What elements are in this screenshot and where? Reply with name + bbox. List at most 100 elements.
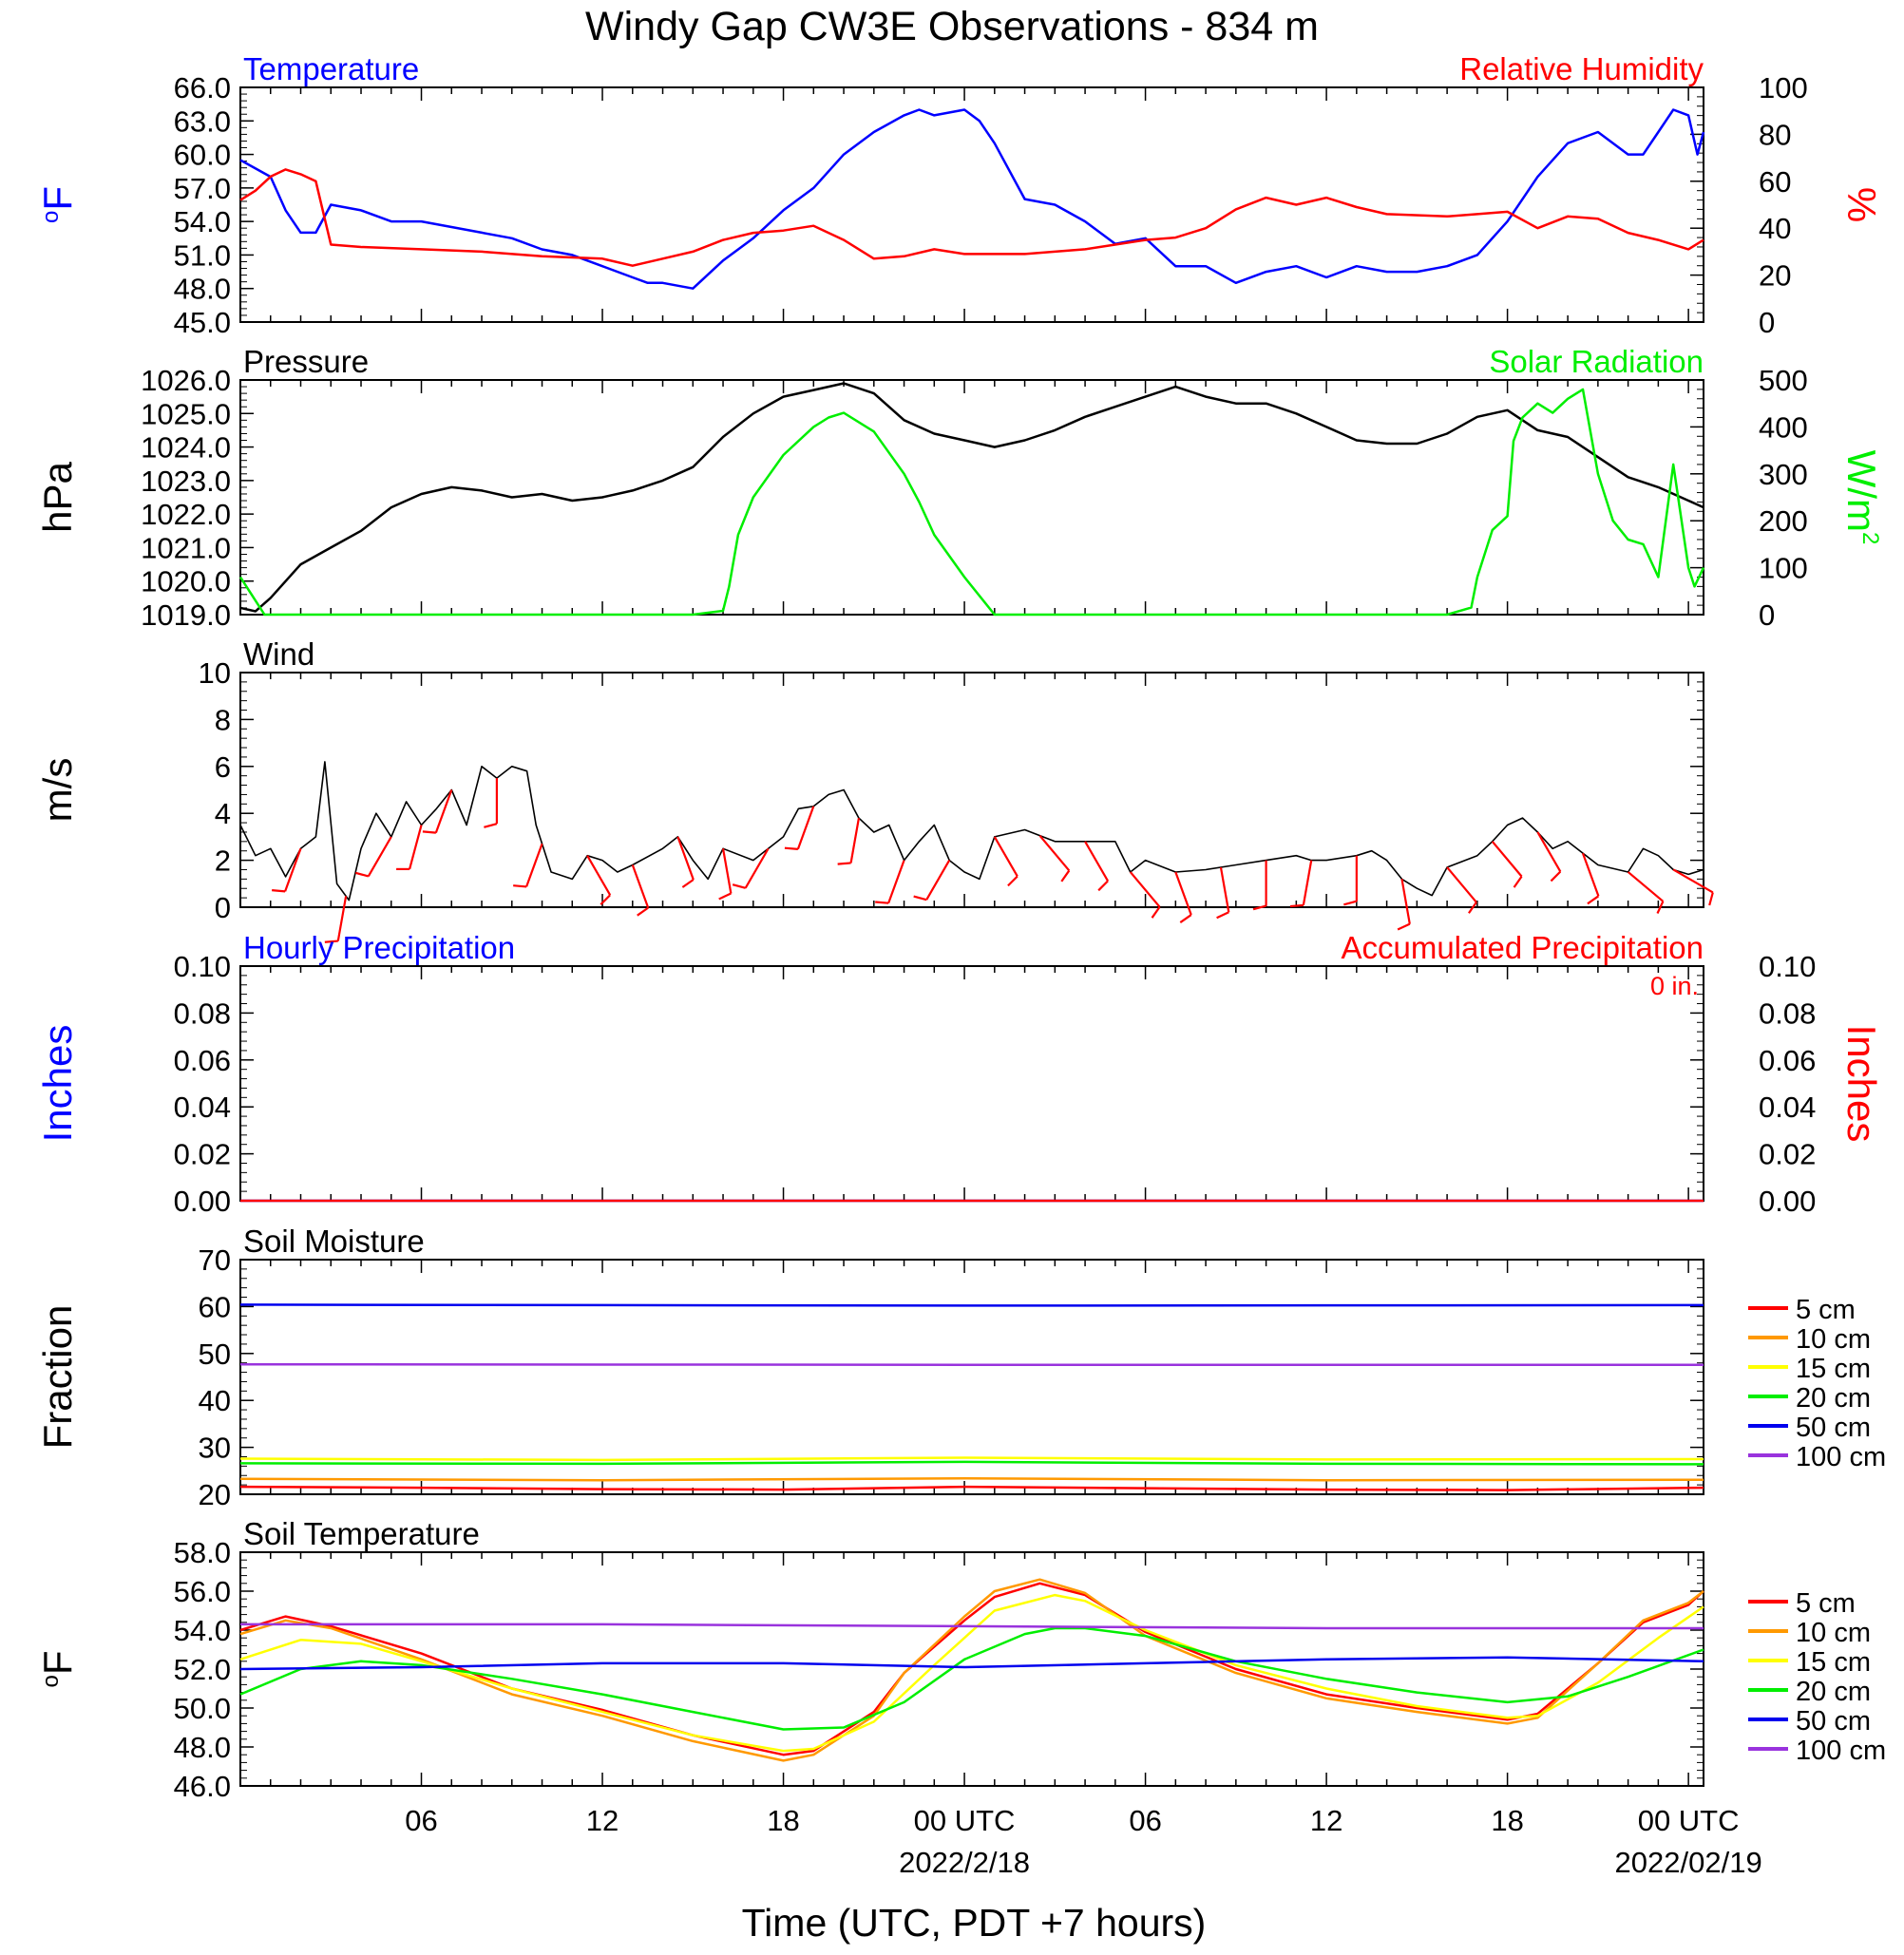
- wind-barb-shaft: [676, 836, 695, 881]
- y-tick-label-left: 60: [199, 1290, 231, 1323]
- wind-barb-flag: [1216, 911, 1229, 920]
- degree-superscript: o: [38, 211, 64, 223]
- x-tick-date-label: 2022/2/18: [899, 1846, 1030, 1879]
- series-100-cm: [239, 1362, 1704, 1366]
- x-tick-date-label: 2022/02/19: [1615, 1846, 1762, 1879]
- wind-barb-shaft: [849, 817, 861, 864]
- panel-soil-moisture: 20 30 40 50 60 70 Soil Moisture Fraction 5 cm10 …: [35, 1224, 1886, 1511]
- y-tick-label-left: 48.0: [174, 1731, 231, 1764]
- y-tick-label-left: 0.04: [174, 1091, 231, 1124]
- x-tick-label: 00 UTC: [914, 1804, 1016, 1837]
- y-tick-label-left: 0.00: [174, 1185, 231, 1218]
- x-axis-ticks: 06 12 18 00 UTC 2022/2/18 06 12 18 00 UTC 2022/02…: [405, 1804, 1761, 1879]
- y-tick-label-left: 2: [215, 845, 231, 878]
- panel-frame: [239, 672, 1704, 908]
- y-tick-label-left: 1020.0: [141, 565, 231, 598]
- wind-barb-flag: [354, 871, 370, 878]
- wind-barb-flag: [1656, 901, 1665, 914]
- legend-label: 10 cm: [1796, 1324, 1871, 1355]
- legend-label: 20 cm: [1796, 1383, 1871, 1414]
- wind-barb-flag: [1397, 922, 1411, 931]
- wind-barb-flag: [913, 895, 927, 902]
- series-50-cm: [239, 1656, 1704, 1671]
- wind-barb-flag: [1708, 892, 1714, 906]
- wind-barb-shaft: [993, 836, 1019, 878]
- wind-barb-flag: [784, 846, 798, 850]
- panel-frame: [239, 1259, 1704, 1495]
- panel-title-left: Soil Moisture: [243, 1224, 425, 1259]
- wind-barb-shaft: [631, 864, 650, 909]
- accumulated-total-label: 0 in.: [1650, 972, 1699, 1000]
- wind-barb-flag: [1343, 900, 1358, 906]
- wind-barb-shaft: [721, 848, 733, 894]
- y-tick-label-left: 54.0: [174, 1614, 231, 1647]
- y-tick-label-left: 4: [215, 797, 231, 830]
- x-tick-label: 12: [586, 1804, 619, 1837]
- panel-title-left: Temperature: [243, 51, 419, 86]
- panel-precipitation: 0.00 0.02 0.04 0.06 0.08 0.10 0.00 0.02 0.04 0.06…: [35, 930, 1884, 1218]
- wind-barb-flag: [422, 830, 436, 834]
- wind-barb-shaft: [336, 896, 348, 941]
- y-tick-label-left: 58.0: [174, 1536, 231, 1569]
- y-tick-label-right: 100: [1759, 71, 1808, 104]
- wind-barb-shaft: [1038, 834, 1071, 872]
- panels-layer: 45.048.051.054.057.060.063.066.002040608…: [35, 51, 1886, 1879]
- y-tick-label-left: 45.0: [174, 306, 231, 339]
- panel-frame: [239, 379, 1704, 616]
- y-tick-label-right: 40: [1759, 212, 1791, 245]
- y-axis-label-left: Fraction: [35, 1305, 80, 1450]
- wind-barb-flag: [1060, 869, 1071, 883]
- wind-barb-shaft: [1302, 860, 1313, 906]
- wind-barb-flag: [1513, 875, 1523, 888]
- panel-title-left: Soil Temperature: [243, 1516, 480, 1551]
- panel-title-right: Solar Radiation: [1489, 344, 1704, 379]
- legend-label: 5 cm: [1796, 1295, 1856, 1325]
- y-axis-label-right: W/m2: [1839, 450, 1884, 545]
- wind-barb-shaft: [744, 847, 770, 889]
- wind-barb-shaft: [586, 855, 612, 896]
- series-100-cm: [240, 1623, 1704, 1630]
- series-15-cm: [239, 1593, 1704, 1753]
- y-tick-label-left: 8: [215, 703, 231, 736]
- y-axis-label-left: Inches: [35, 1025, 80, 1143]
- y-tick-label-left: 0.02: [174, 1138, 231, 1171]
- y-tick-label-left: 70: [199, 1243, 231, 1277]
- x-axis-label: Time (UTC, PDT +7 hours): [742, 1901, 1207, 1945]
- wind-barb-flag: [1252, 904, 1266, 911]
- panel-title-right: Relative Humidity: [1459, 51, 1704, 86]
- series-5-cm: [239, 1485, 1704, 1491]
- y-tick-label-right: 0.04: [1759, 1091, 1816, 1124]
- wind-barb-shaft: [1491, 841, 1523, 878]
- legend-label: 50 cm: [1796, 1413, 1871, 1443]
- legend-label: 100 cm: [1796, 1736, 1886, 1766]
- y-tick-label-right: 400: [1759, 410, 1808, 444]
- wind-barb-flag: [1550, 870, 1562, 883]
- y-tick-label-left: 50.0: [174, 1692, 231, 1725]
- series-relative-humidity: [239, 168, 1704, 267]
- y-tick-label-left: 1021.0: [141, 531, 231, 564]
- y-tick-label-left: 20: [199, 1478, 231, 1511]
- panel-title-right: Accumulated Precipitation: [1341, 930, 1704, 965]
- unit-text: W/m: [1839, 450, 1884, 532]
- wind-barb-flag: [324, 940, 338, 943]
- legend-label: 100 cm: [1796, 1442, 1886, 1472]
- y-tick-label-right: 20: [1759, 259, 1791, 293]
- x-tick-label: 00 UTC: [1638, 1804, 1740, 1837]
- unit-text: F: [35, 186, 80, 211]
- y-tick-label-left: 1019.0: [141, 598, 231, 632]
- y-axis-label-left: oF: [35, 1650, 80, 1687]
- y-tick-label-left: 10: [199, 656, 231, 690]
- wind-barb-shaft: [1400, 879, 1411, 924]
- y-tick-label-right: 0.06: [1759, 1044, 1816, 1077]
- y-tick-label-left: 1025.0: [141, 397, 231, 430]
- wind-barb-shaft: [1084, 841, 1110, 882]
- series-20-cm: [239, 1460, 1704, 1466]
- y-tick-label-right: 0: [1759, 306, 1775, 339]
- panel-soil-temperature: 46.0 48.0 50.0 52.0 54.0 56.0 58.0 Soil Tempera…: [35, 1516, 1886, 1803]
- y-tick-label-left: 51.0: [174, 238, 231, 272]
- y-tick-label-right: 500: [1759, 364, 1808, 397]
- y-axis-label-left: hPa: [35, 461, 80, 532]
- wind-barb-shaft: [525, 843, 543, 887]
